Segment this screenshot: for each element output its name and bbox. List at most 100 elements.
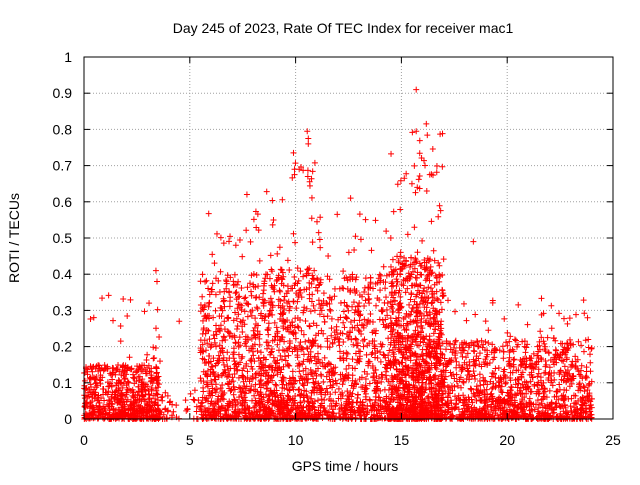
data-point [230,278,237,285]
data-point [197,347,204,354]
data-point [110,396,117,403]
data-point [117,413,124,420]
data-point [104,414,111,421]
y-tick-label: 0.8 [53,121,73,137]
data-point [101,415,108,422]
data-point [122,375,129,382]
data-point [235,351,242,358]
data-point [224,328,231,335]
data-point [222,336,229,343]
data-point [86,375,93,382]
data-point [246,410,253,417]
data-point [242,294,249,301]
data-point [248,312,255,319]
data-point [230,378,237,385]
data-point [257,406,264,413]
data-point [154,306,161,313]
data-point [117,338,124,345]
data-point [222,405,229,412]
data-point [304,173,311,180]
data-point [240,373,247,380]
data-point [115,385,122,392]
data-point [203,359,210,366]
data-point [173,402,180,409]
data-point [108,372,115,379]
data-point [211,260,218,267]
data-point [289,174,296,181]
data-point [219,381,226,388]
data-point [208,341,215,348]
data-point [244,284,251,291]
data-point [260,394,267,401]
data-point [260,300,267,307]
data-point [271,319,278,326]
data-point [212,307,219,314]
data-point [239,397,246,404]
data-point [217,268,224,275]
data-point [154,415,161,422]
data-point [234,305,241,312]
data-point [226,298,233,305]
data-point [197,308,204,315]
data-point [124,386,131,393]
data-point [304,379,311,386]
data-point [295,291,302,298]
data-point [86,393,93,400]
data-point [256,257,263,264]
data-point [81,403,88,410]
data-point [247,357,254,364]
data-point [199,271,206,278]
data-point [153,364,160,371]
data-point [277,316,284,323]
data-point [169,412,176,419]
x-tick-label: 0 [80,432,88,448]
data-point [200,304,207,311]
data-point [252,315,259,322]
x-tick-label: 5 [186,432,194,448]
data-point [153,369,160,376]
data-point [162,405,169,412]
data-point [300,273,307,280]
data-point [92,365,99,372]
data-point [200,378,207,385]
data-point [139,409,146,416]
data-point [248,292,255,299]
data-point [209,392,216,399]
data-point [124,378,131,385]
data-point [215,404,222,411]
data-point [244,368,251,375]
data-point [269,221,276,228]
data-point [133,399,140,406]
data-point [291,274,298,281]
data-point [243,227,250,234]
data-point [146,300,153,307]
data-point [241,406,248,413]
data-point [293,305,300,312]
data-point [220,370,227,377]
data-point [313,322,320,329]
data-point [191,387,198,394]
data-point [255,227,262,234]
data-point [117,322,124,329]
data-point [205,398,212,405]
data-point [87,315,94,322]
data-point [274,341,281,348]
data-point [264,385,271,392]
data-point [138,398,145,405]
y-tick-label: 0.5 [53,230,73,246]
data-point [269,197,276,204]
data-point [236,236,243,243]
data-point [231,396,238,403]
data-point [252,397,259,404]
data-point [235,374,242,381]
data-point [228,386,235,393]
data-point [247,280,254,287]
data-point [199,355,206,362]
data-point [309,239,316,246]
data-point [109,376,116,383]
data-point [234,366,241,373]
data-point [306,284,313,291]
data-point [236,384,243,391]
data-point [295,386,302,393]
data-point [232,242,239,249]
